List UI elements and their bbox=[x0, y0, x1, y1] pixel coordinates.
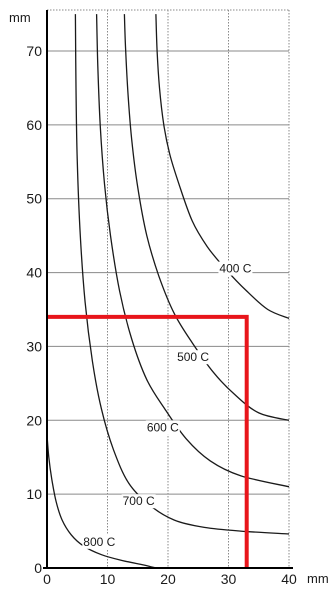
y-tick-label: 10 bbox=[26, 486, 42, 502]
x-tick-label: 40 bbox=[281, 571, 297, 587]
y-tick-label: 0 bbox=[34, 560, 42, 576]
x-tick-label: 0 bbox=[43, 571, 51, 587]
x-unit-label: mm bbox=[307, 571, 329, 586]
x-tick-label: 30 bbox=[221, 571, 237, 587]
curve-label: 600 C bbox=[147, 420, 179, 434]
curve-label-bg bbox=[218, 261, 253, 276]
curve-label: 700 C bbox=[123, 494, 155, 508]
curve-label: 400 C bbox=[219, 262, 251, 276]
x-tick-label: 20 bbox=[160, 571, 176, 587]
curve-label-bg bbox=[176, 350, 211, 365]
isotherm-curves bbox=[46, 14, 290, 569]
curve-label: 800 C bbox=[83, 535, 115, 549]
isotherm-600-c bbox=[95, 14, 290, 488]
y-tick-label: 60 bbox=[26, 117, 42, 133]
y-tick-label: 20 bbox=[26, 412, 42, 428]
highlight-path bbox=[47, 314, 249, 568]
curve-label: 500 C bbox=[177, 350, 209, 364]
labels: 0 10 20 30 40 50 60 70 0 10 20 30 40 mm mm 400 C 500 C 60… bbox=[9, 10, 329, 587]
isotherm-500-c bbox=[123, 14, 290, 421]
curve-label-bg bbox=[82, 534, 117, 549]
y-tick-label: 40 bbox=[26, 265, 42, 281]
grid bbox=[47, 9, 290, 568]
curve-label-bg bbox=[145, 420, 180, 435]
isotherm-700-c bbox=[74, 14, 290, 535]
isotherm-400-c bbox=[155, 14, 290, 320]
x-tick-label: 10 bbox=[100, 571, 116, 587]
axes bbox=[43, 10, 293, 569]
y-tick-label: 70 bbox=[26, 43, 42, 59]
y-tick-label: 30 bbox=[26, 338, 42, 354]
y-unit-label: mm bbox=[9, 10, 31, 25]
isotherm-800-c bbox=[46, 435, 157, 569]
y-tick-label: 50 bbox=[26, 191, 42, 207]
curve-label-bg bbox=[121, 494, 156, 509]
highlight-lines bbox=[47, 314, 249, 568]
